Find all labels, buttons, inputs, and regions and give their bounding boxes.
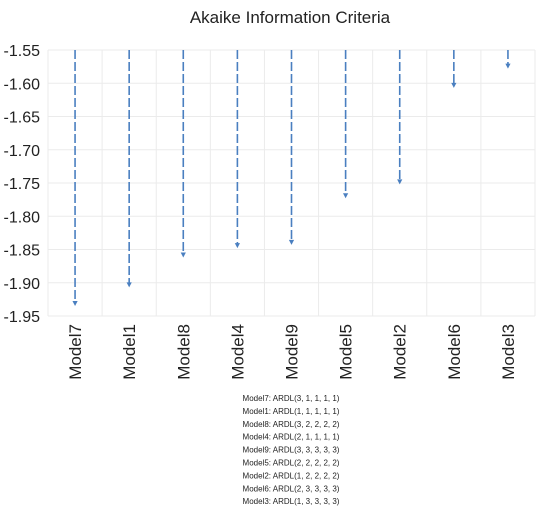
x-tick-label: Model7: [66, 324, 85, 380]
legend-line: Model4: ARDL(2, 1, 1, 1, 1): [243, 433, 340, 442]
arrow-head-icon: [343, 193, 349, 199]
y-tick-label: -1.65: [4, 110, 41, 127]
arrow-head-icon: [397, 179, 403, 185]
y-tick-label: -1.60: [4, 76, 41, 93]
legend-line: Model2: ARDL(1, 2, 2, 2, 2): [243, 471, 340, 480]
x-tick-label: Model6: [445, 324, 464, 380]
arrow-head-icon: [505, 63, 511, 69]
arrow-head-icon: [288, 239, 295, 245]
x-tick-label: Model8: [174, 324, 193, 380]
bar-model9: [288, 50, 295, 245]
bar-model1: [126, 50, 132, 288]
bar-model3: [505, 50, 511, 69]
bar-model7: [72, 50, 78, 307]
legend-line: Model1: ARDL(1, 1, 1, 1, 1): [243, 407, 340, 416]
y-tick-label: -1.90: [4, 276, 41, 293]
x-tick-label: Model5: [337, 324, 356, 380]
x-tick-label: Model9: [283, 324, 302, 380]
bar-model8: [180, 50, 186, 258]
y-tick-label: -1.70: [4, 143, 41, 160]
bar-model5: [343, 50, 349, 199]
y-tick-label: -1.75: [4, 176, 41, 193]
y-tick-label: -1.55: [4, 43, 41, 60]
arrow-head-icon: [180, 252, 186, 258]
legend-line: Model6: ARDL(2, 3, 3, 3, 3): [243, 484, 340, 493]
bar-model6: [451, 50, 457, 88]
bar-model4: [234, 50, 240, 249]
y-tick-label: -1.85: [4, 243, 41, 260]
arrow-head-icon: [234, 243, 240, 249]
legend-line: Model3: ARDL(1, 3, 3, 3, 3): [243, 497, 340, 506]
arrow-head-icon: [451, 82, 457, 88]
legend-line: Model8: ARDL(3, 2, 2, 2, 2): [243, 420, 340, 429]
x-tick-label: Model3: [499, 324, 518, 380]
legend-line: Model7: ARDL(3, 1, 1, 1, 1): [243, 394, 340, 403]
x-tick-label: Model1: [120, 324, 139, 380]
bars-layer: [72, 50, 511, 307]
legend-line: Model9: ARDL(3, 3, 3, 3, 3): [243, 446, 340, 455]
y-axis-ticks: -1.55 -1.60 -1.65 -1.70 -1.75 -1.80 -1.85 -1.90…: [4, 43, 41, 326]
legend-line: Model5: ARDL(2, 2, 2, 2, 2): [243, 459, 340, 468]
arrow-head-icon: [72, 301, 78, 307]
y-tick-label: -1.95: [4, 309, 41, 326]
model-legend: Model7: ARDL(3, 1, 1, 1, 1) Model1: ARDL(…: [243, 394, 340, 506]
chart-title: Akaike Information Criteria: [190, 8, 391, 27]
x-tick-label: Model4: [228, 324, 247, 380]
y-tick-label: -1.80: [4, 209, 41, 226]
x-axis-ticks: Model7 Model1 Model8 Model4 Model9 Model5 Mode…: [66, 324, 518, 380]
x-tick-label: Model2: [391, 324, 410, 380]
arrow-head-icon: [126, 282, 132, 288]
bar-model2: [397, 50, 403, 185]
